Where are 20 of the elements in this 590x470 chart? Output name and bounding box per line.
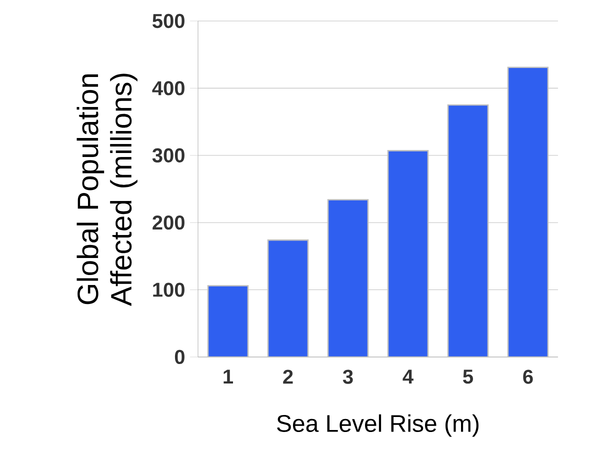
bar bbox=[327, 199, 369, 357]
bar bbox=[447, 104, 489, 357]
y-tick-label: 0 bbox=[174, 350, 184, 364]
bar bbox=[507, 66, 549, 357]
x-tick-label: 2 bbox=[283, 370, 293, 384]
y-tick-label: 400 bbox=[152, 81, 184, 96]
x-tick-label: 5 bbox=[463, 370, 473, 384]
y-tick-label: 300 bbox=[152, 148, 184, 162]
y-tick-label: 500 bbox=[152, 14, 184, 28]
bar bbox=[387, 150, 429, 357]
x-tick-label: 1 bbox=[224, 370, 233, 384]
x-tick-label: 4 bbox=[402, 370, 414, 384]
bar bbox=[267, 239, 309, 357]
y-tick-label: 200 bbox=[152, 216, 184, 230]
y-axis-title: Global Population Affected (millions) bbox=[76, 74, 138, 306]
y-tick-label: 100 bbox=[153, 282, 184, 297]
bar bbox=[207, 285, 249, 357]
x-tick-label: 6 bbox=[523, 370, 533, 384]
x-tick-label: 3 bbox=[342, 370, 353, 384]
x-axis-title: Sea Level Rise (m) bbox=[277, 414, 478, 437]
